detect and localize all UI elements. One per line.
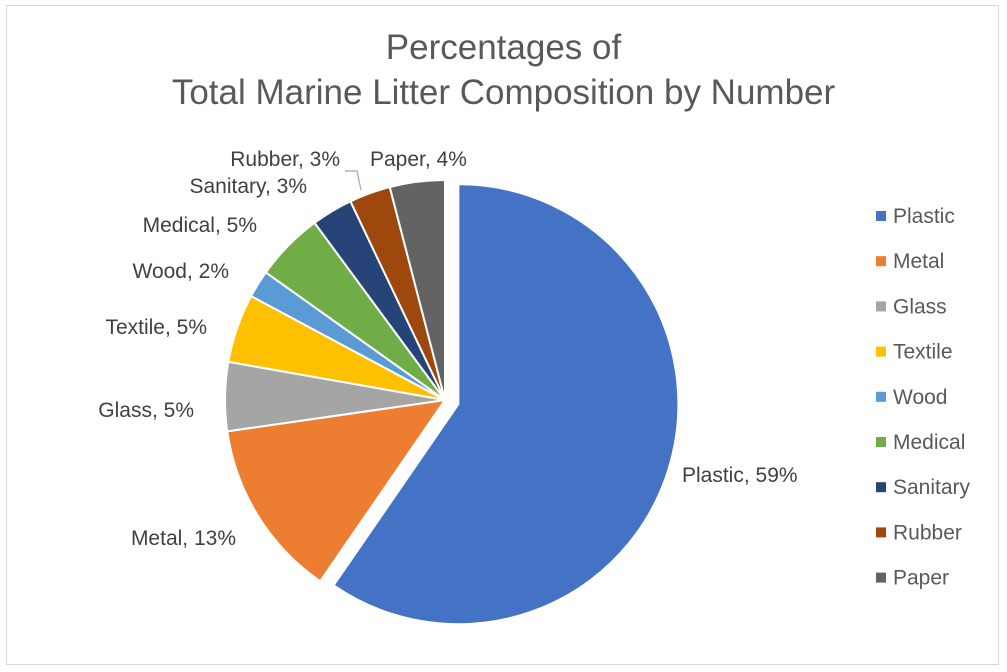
legend-swatch-medical xyxy=(876,437,886,447)
legend-label-glass: Glass xyxy=(893,295,947,318)
legend-swatch-rubber xyxy=(876,527,886,537)
data-label-rubber: Rubber, 3% xyxy=(230,148,340,171)
data-label-metal: Metal, 13% xyxy=(131,527,236,550)
leader-lines xyxy=(345,171,361,190)
legend-label-plastic: Plastic xyxy=(893,205,955,228)
legend-swatch-textile xyxy=(876,347,886,357)
data-label-paper: Paper, 4% xyxy=(370,148,467,171)
data-label-wood: Wood, 2% xyxy=(133,260,230,283)
data-label-plastic: Plastic, 59% xyxy=(682,464,798,487)
legend-swatch-sanitary xyxy=(876,482,886,492)
legend-swatch-plastic xyxy=(876,211,886,221)
legend-label-metal: Metal xyxy=(893,250,944,273)
legend-label-rubber: Rubber xyxy=(893,521,962,544)
data-label-glass: Glass, 5% xyxy=(98,399,194,422)
legend-swatch-glass xyxy=(876,301,886,311)
pie-slices xyxy=(225,180,678,624)
data-label-textile: Textile, 5% xyxy=(105,316,207,339)
legend-swatch-metal xyxy=(876,256,886,266)
legend: Plastic Metal Glass Textile Wood Medical Sanit… xyxy=(876,205,971,590)
leader-line-rubber xyxy=(345,171,361,190)
legend-swatch-wood xyxy=(876,392,886,402)
legend-label-sanitary: Sanitary xyxy=(893,476,971,499)
legend-label-wood: Wood xyxy=(893,386,947,409)
legend-label-medical: Medical xyxy=(893,431,965,454)
data-label-sanitary: Sanitary, 3% xyxy=(190,175,308,198)
legend-swatch-paper xyxy=(876,573,886,583)
legend-label-textile: Textile xyxy=(893,341,953,364)
legend-label-paper: Paper xyxy=(893,567,949,590)
data-label-medical: Medical, 5% xyxy=(143,214,257,237)
